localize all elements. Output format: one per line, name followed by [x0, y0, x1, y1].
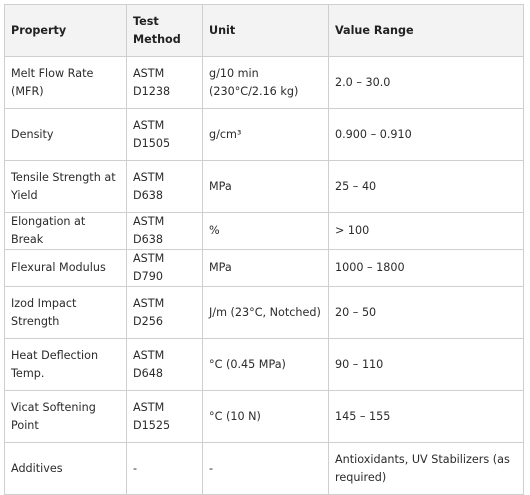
- table-header: Property Test Method Unit Value Range: [4, 4, 524, 57]
- cell-method: ASTM D256: [126, 286, 203, 339]
- table-body: Melt Flow Rate (MFR) ASTM D1238 g/10 min…: [4, 56, 524, 495]
- table-row: Vicat Softening Point ASTM D1525 °C (10 …: [4, 390, 524, 443]
- cell-method: ASTM D1238: [126, 56, 203, 109]
- table-row: Tensile Strength at Yield ASTM D638 MPa …: [4, 160, 524, 213]
- table-row: Elongation at Break ASTM D638 % > 100: [4, 212, 524, 250]
- cell-value: 145 – 155: [328, 390, 524, 443]
- table-row: Heat Deflection Temp. ASTM D648 °C (0.45…: [4, 338, 524, 391]
- cell-unit: °C (10 N): [202, 390, 329, 443]
- cell-value: Antioxidants, UV Stabilizers (as require…: [328, 442, 524, 495]
- cell-unit: J/m (23°C, Notched): [202, 286, 329, 339]
- cell-method: ASTM D1505: [126, 108, 203, 161]
- cell-method: ASTM D1525: [126, 390, 203, 443]
- cell-property: Izod Impact Strength: [4, 286, 127, 339]
- table-row: Melt Flow Rate (MFR) ASTM D1238 g/10 min…: [4, 56, 524, 109]
- cell-property: Tensile Strength at Yield: [4, 160, 127, 213]
- header-unit: Unit: [202, 4, 329, 57]
- cell-value: 25 – 40: [328, 160, 524, 213]
- cell-method: -: [126, 442, 203, 495]
- cell-method: ASTM D790: [126, 249, 203, 287]
- cell-property: Melt Flow Rate (MFR): [4, 56, 127, 109]
- cell-value: > 100: [328, 212, 524, 250]
- table-row: Izod Impact Strength ASTM D256 J/m (23°C…: [4, 286, 524, 339]
- cell-method: ASTM D638: [126, 212, 203, 250]
- cell-unit: °C (0.45 MPa): [202, 338, 329, 391]
- cell-property: Flexural Modulus: [4, 249, 127, 287]
- cell-method: ASTM D638: [126, 160, 203, 213]
- cell-value: 2.0 – 30.0: [328, 56, 524, 109]
- cell-value: 0.900 – 0.910: [328, 108, 524, 161]
- header-test-method: Test Method: [126, 4, 203, 57]
- cell-unit: %: [202, 212, 329, 250]
- cell-unit: MPa: [202, 249, 329, 287]
- header-value-range: Value Range: [328, 4, 524, 57]
- cell-property: Elongation at Break: [4, 212, 127, 250]
- cell-property: Density: [4, 108, 127, 161]
- header-row: Property Test Method Unit Value Range: [4, 4, 524, 57]
- cell-property: Additives: [4, 442, 127, 495]
- header-property: Property: [4, 4, 127, 57]
- cell-value: 20 – 50: [328, 286, 524, 339]
- table-row: Additives - - Antioxidants, UV Stabilize…: [4, 442, 524, 495]
- properties-table-container: Property Test Method Unit Value Range Me…: [4, 4, 524, 495]
- cell-unit: -: [202, 442, 329, 495]
- cell-property: Vicat Softening Point: [4, 390, 127, 443]
- cell-unit: g/cm³: [202, 108, 329, 161]
- cell-property: Heat Deflection Temp.: [4, 338, 127, 391]
- cell-value: 1000 – 1800: [328, 249, 524, 287]
- table-row: Density ASTM D1505 g/cm³ 0.900 – 0.910: [4, 108, 524, 161]
- cell-unit: MPa: [202, 160, 329, 213]
- properties-table: Property Test Method Unit Value Range Me…: [4, 4, 524, 495]
- table-row: Flexural Modulus ASTM D790 MPa 1000 – 18…: [4, 249, 524, 287]
- cell-value: 90 – 110: [328, 338, 524, 391]
- cell-method: ASTM D648: [126, 338, 203, 391]
- cell-unit: g/10 min (230°C/2.16 kg): [202, 56, 329, 109]
